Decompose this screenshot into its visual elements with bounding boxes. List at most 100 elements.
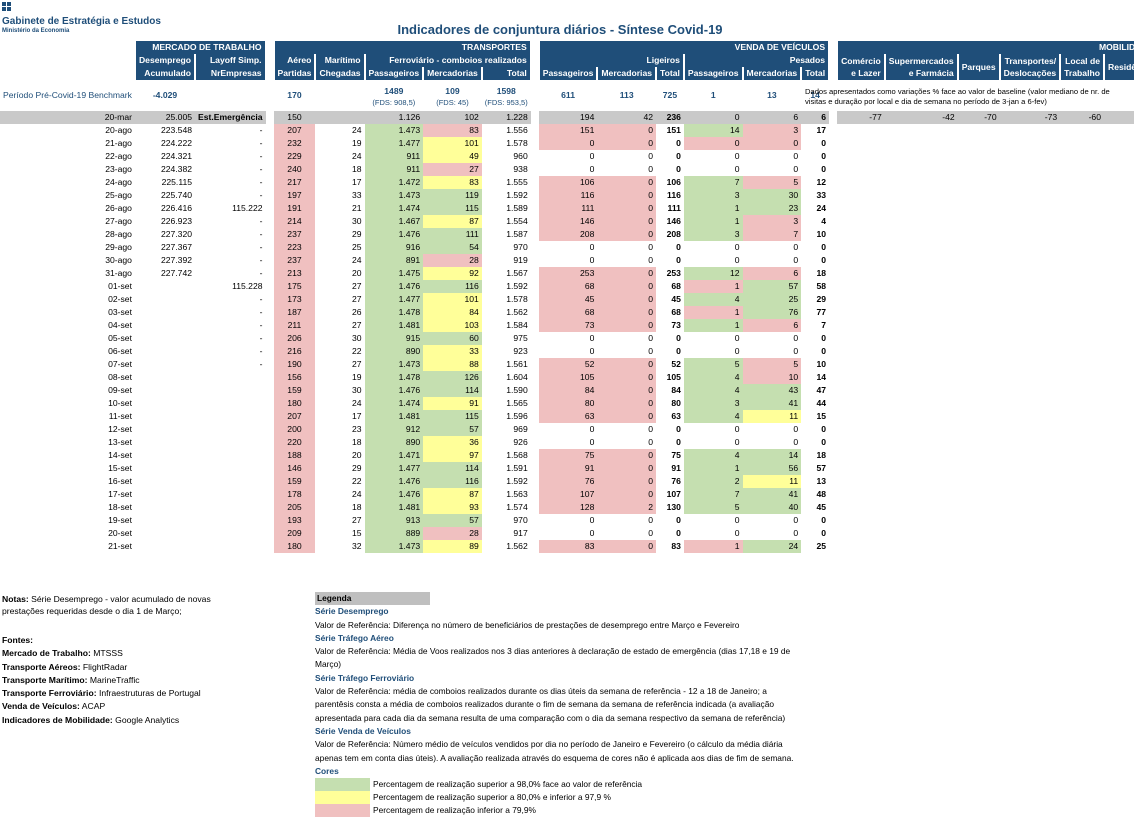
legend-section-title: Série Tráfego Aéreo xyxy=(315,632,394,643)
cell-pes-merc: 0 xyxy=(793,164,799,174)
cell-pes-merc: 0 xyxy=(793,255,799,265)
cell-layoff: - xyxy=(259,164,263,174)
row-date: 08-set xyxy=(108,372,132,382)
cell-maritimo: 18 xyxy=(351,164,362,174)
cell-layoff: - xyxy=(259,359,263,369)
cell-maritimo: 24 xyxy=(351,255,362,265)
legend-color-item: Percentagem de realização inferior a 79,… xyxy=(315,804,875,818)
cell-layoff: - xyxy=(259,177,263,187)
cell-lig-total: 91 xyxy=(671,463,681,473)
cell-pes-pass: 4 xyxy=(683,410,743,423)
cell-lig-pass: 84 xyxy=(538,384,598,397)
cell-pes-total: 0 xyxy=(821,164,827,174)
cell-maritimo: 18 xyxy=(351,502,362,512)
cell-lig-pass: 0 xyxy=(589,333,595,343)
indicators-table: MERCADO DE TRABALHO TRANSPORTES VENDA DE… xyxy=(0,41,1134,553)
table-row: 29-ago 227.367 -223 25 916 54 970 0 0 0 0 0 0 xyxy=(0,241,1134,254)
cell-layoff xyxy=(195,514,265,527)
cell-ferro-merc: 116 xyxy=(423,280,482,293)
cell-ferro-total: 969 xyxy=(513,424,528,434)
color-description: Percentagem de realização inferior a 79,… xyxy=(373,805,536,816)
cell-pes-merc: 41 xyxy=(742,488,802,501)
source-value: Infraestruturas de Portugal xyxy=(98,688,201,699)
cell-mob-transportes: -73 xyxy=(999,111,1061,124)
cell-lig-merc: 0 xyxy=(597,228,657,241)
row-date: 15-set xyxy=(108,463,132,473)
cell-desemprego xyxy=(135,436,195,449)
cell-pes-total: 0 xyxy=(821,333,827,343)
cell-aereo: 209 xyxy=(273,527,316,540)
report-header: Gabinete de Estratégia e Estudos Ministé… xyxy=(0,0,1134,40)
source-value: FlightRadar xyxy=(82,661,128,672)
cell-pes-merc: 11 xyxy=(742,410,802,423)
cell-lig-pass: 0 xyxy=(589,242,595,252)
cell-desemprego xyxy=(135,384,195,397)
cell-ferro-merc: 102 xyxy=(423,111,482,124)
cell-desemprego xyxy=(135,358,195,371)
cell-lig-pass: 0 xyxy=(589,424,595,434)
cell-pes-pass: 2 xyxy=(683,475,743,488)
cell-lig-pass: 76 xyxy=(538,475,598,488)
cell-aereo: 237 xyxy=(273,254,316,267)
cell-ferro-merc: 27 xyxy=(423,163,482,176)
table-row: 21-ago 224.222-232 19 1.477 101 1.578 0 0 0 0 0 0 xyxy=(0,137,1134,150)
cell-layoff: - xyxy=(259,229,263,239)
cell-pes-pass: 4 xyxy=(683,449,743,462)
cell-lig-pass: 68 xyxy=(538,280,598,293)
cell-pes-total: 17 xyxy=(816,125,827,135)
cell-ferro-total: 1.587 xyxy=(506,229,528,239)
cell-desemprego xyxy=(135,475,195,488)
cell-maritimo: 20 xyxy=(351,450,362,460)
cell-ferro-merc: 116 xyxy=(423,475,482,488)
cell-lig-merc: 0 xyxy=(648,515,654,525)
cell-layoff: - xyxy=(259,294,263,304)
row-date: 20-mar xyxy=(0,111,135,124)
row-date: 04-set xyxy=(108,320,132,330)
cell-desemprego: 225.740 xyxy=(160,190,193,200)
cell-layoff: 115.222 xyxy=(232,203,263,213)
cell-aereo: 146 xyxy=(273,462,316,475)
cell-ferro-pass: 913 xyxy=(364,514,424,527)
cell-desemprego: 226.923 xyxy=(160,216,193,226)
cell-ferro-pass: 912 xyxy=(364,423,424,436)
cell-lig-pass: 0 xyxy=(589,346,595,356)
cell-ferro-total: 1.592 xyxy=(506,190,528,200)
cell-lig-total: 130 xyxy=(666,502,681,512)
cell-lig-total: 83 xyxy=(671,541,681,551)
cell-lig-merc: 42 xyxy=(597,111,657,124)
cell-maritimo: 24 xyxy=(351,125,362,135)
legend-section-text: Valor de Referência: Número médio de veí… xyxy=(315,739,794,763)
col-pes-mercadorias: Mercadorias xyxy=(741,67,803,80)
cell-layoff: 115.228 xyxy=(232,281,263,291)
cell-lig-merc: 0 xyxy=(597,306,657,319)
cell-ferro-total: 1.562 xyxy=(506,307,528,317)
cell-pes-total: 0 xyxy=(821,151,827,161)
cell-pes-merc: 0 xyxy=(793,437,799,447)
table-row: 20-set 209 15 889 28 917 0 0 0 0 0 0 xyxy=(0,527,1134,540)
cell-ferro-total: 1.561 xyxy=(506,359,528,369)
cell-lig-total: 68 xyxy=(671,281,681,291)
cell-pes-total: 57 xyxy=(816,463,827,473)
cell-lig-merc: 0 xyxy=(648,151,654,161)
cell-pes-pass: 0 xyxy=(734,151,740,161)
source-item: Transporte Marítimo: MarineTraffic xyxy=(2,674,292,687)
col-lig-total: Total xyxy=(655,67,685,80)
col-ferro-passageiros: Passageiros xyxy=(363,67,425,80)
cell-ferro-total: 1.568 xyxy=(506,450,528,460)
row-date: 29-ago xyxy=(105,242,132,252)
legend-title: Legenda xyxy=(315,592,430,606)
cell-pes-merc: 23 xyxy=(742,202,802,215)
cell-ferro-pass: 1.481 xyxy=(364,501,424,514)
cell-lig-merc: 0 xyxy=(648,346,654,356)
cell-pes-total: 45 xyxy=(816,502,827,512)
cell-ferro-merc: 84 xyxy=(423,306,482,319)
cell-aereo: 193 xyxy=(273,514,316,527)
cell-ferro-pass: 1.475 xyxy=(364,267,424,280)
cell-ferro-pass: 1.476 xyxy=(364,475,424,488)
row-date: 20-ago xyxy=(105,125,132,135)
color-swatch xyxy=(315,791,370,805)
cell-ferro-total: 923 xyxy=(513,346,528,356)
cell-desemprego xyxy=(135,449,195,462)
cell-pes-pass: 12 xyxy=(683,267,743,280)
cell-ferro-merc: 87 xyxy=(423,215,482,228)
